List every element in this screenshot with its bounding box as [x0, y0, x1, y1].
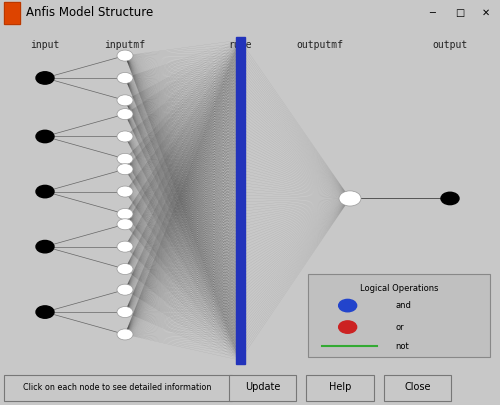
Text: not: not	[395, 341, 409, 351]
Circle shape	[338, 321, 356, 333]
Text: Click on each node to see detailed information: Click on each node to see detailed infor…	[24, 383, 212, 392]
Text: Anfis Model Structure: Anfis Model Structure	[26, 6, 153, 19]
Circle shape	[36, 306, 54, 318]
Bar	[4, 2, 20, 23]
Circle shape	[338, 299, 356, 312]
Text: Update: Update	[245, 382, 280, 392]
Text: ─: ─	[430, 8, 436, 18]
FancyBboxPatch shape	[229, 375, 296, 401]
Circle shape	[117, 186, 133, 197]
Circle shape	[36, 241, 54, 253]
Circle shape	[117, 131, 133, 142]
Text: and: and	[395, 301, 411, 310]
Text: Help: Help	[329, 382, 351, 392]
Text: □: □	[456, 8, 464, 18]
Bar	[236, 37, 244, 364]
Text: output: output	[432, 40, 468, 50]
Circle shape	[441, 192, 459, 205]
Bar	[308, 274, 490, 357]
FancyBboxPatch shape	[306, 375, 374, 401]
Circle shape	[36, 72, 54, 84]
Circle shape	[117, 72, 133, 83]
FancyBboxPatch shape	[384, 375, 451, 401]
Text: inputmf: inputmf	[104, 40, 146, 50]
Text: outputmf: outputmf	[296, 40, 344, 50]
Circle shape	[117, 264, 133, 275]
Circle shape	[117, 329, 133, 340]
Circle shape	[117, 164, 133, 175]
Circle shape	[117, 219, 133, 230]
Circle shape	[117, 241, 133, 252]
Circle shape	[117, 50, 133, 61]
Text: Close: Close	[404, 382, 431, 392]
Circle shape	[117, 284, 133, 295]
Text: rule: rule	[228, 40, 252, 50]
Text: Logical Operations: Logical Operations	[360, 284, 438, 293]
Circle shape	[117, 153, 133, 164]
FancyBboxPatch shape	[4, 375, 232, 401]
Circle shape	[117, 307, 133, 318]
Text: ✕: ✕	[482, 8, 490, 18]
Circle shape	[117, 109, 133, 119]
Circle shape	[36, 185, 54, 198]
Circle shape	[117, 209, 133, 220]
Circle shape	[117, 95, 133, 106]
Circle shape	[339, 191, 361, 206]
Text: input: input	[30, 40, 60, 50]
Bar	[4, 2, 20, 23]
Text: or: or	[395, 322, 404, 332]
Circle shape	[36, 130, 54, 143]
